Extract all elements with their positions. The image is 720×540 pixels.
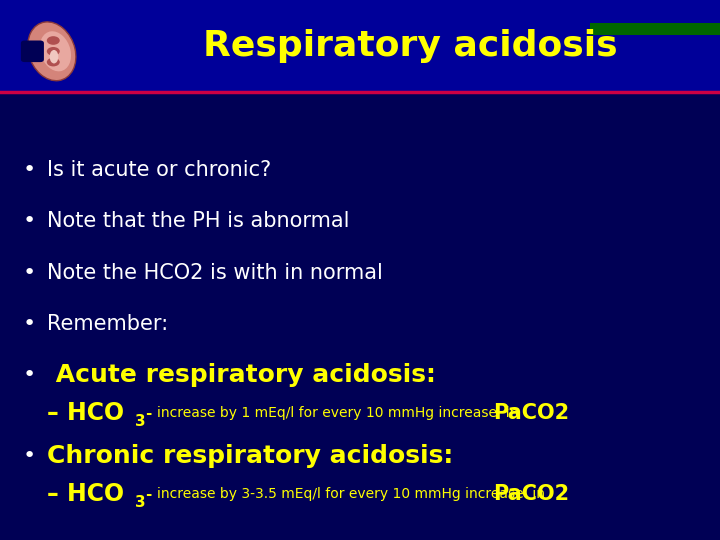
Ellipse shape — [40, 31, 71, 71]
Text: 3: 3 — [135, 495, 146, 510]
Text: – HCO: – HCO — [47, 482, 124, 506]
Text: 3: 3 — [135, 414, 146, 429]
Text: •: • — [22, 211, 35, 232]
Ellipse shape — [50, 50, 58, 63]
Text: PaCO2: PaCO2 — [493, 403, 570, 423]
Text: -: - — [146, 487, 158, 502]
Bar — [0, 0, 720, 92]
Text: increase by 1 mEq/l for every 10 mmHg increase  in: increase by 1 mEq/l for every 10 mmHg in… — [157, 406, 523, 420]
Text: increase by 3-3.5 mEq/l for every 10 mmHg increase  in: increase by 3-3.5 mEq/l for every 10 mmH… — [157, 487, 549, 501]
Ellipse shape — [47, 36, 60, 45]
Text: •: • — [22, 160, 35, 180]
Ellipse shape — [28, 22, 76, 80]
Text: •: • — [22, 314, 35, 334]
Text: Chronic respiratory acidosis:: Chronic respiratory acidosis: — [47, 444, 453, 468]
Text: Note the HCO2 is with in normal: Note the HCO2 is with in normal — [47, 262, 382, 283]
FancyBboxPatch shape — [21, 40, 44, 62]
Ellipse shape — [47, 47, 60, 56]
Text: •: • — [22, 365, 35, 386]
Text: – HCO: – HCO — [47, 401, 124, 425]
Text: Respiratory acidosis: Respiratory acidosis — [203, 29, 618, 63]
Text: •: • — [22, 446, 35, 467]
Text: -: - — [146, 406, 158, 421]
Bar — [590, 23, 720, 35]
Text: PaCO2: PaCO2 — [493, 484, 570, 504]
Text: •: • — [22, 262, 35, 283]
Text: Note that the PH is abnormal: Note that the PH is abnormal — [47, 211, 349, 232]
Text: Acute respiratory acidosis:: Acute respiratory acidosis: — [47, 363, 436, 387]
Ellipse shape — [47, 58, 60, 66]
Text: Is it acute or chronic?: Is it acute or chronic? — [47, 160, 271, 180]
Text: Remember:: Remember: — [47, 314, 168, 334]
